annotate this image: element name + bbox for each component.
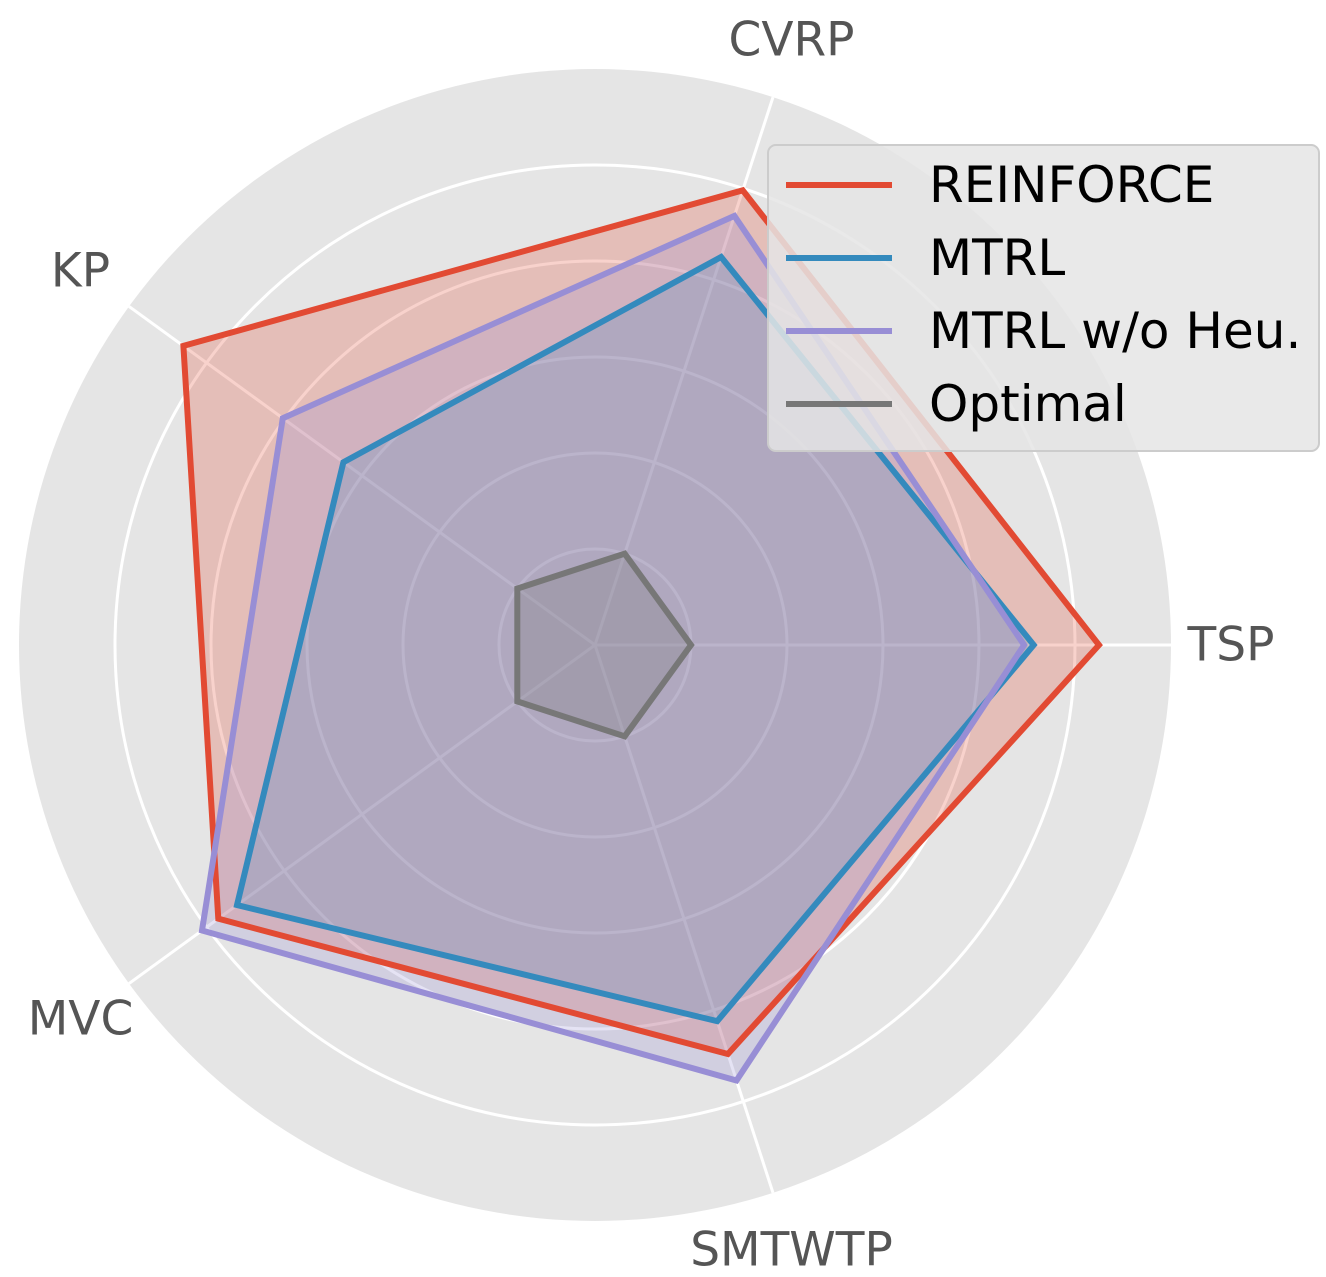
axis-label-tsp: TSP bbox=[1187, 618, 1275, 673]
axis-label-mvc: MVC bbox=[28, 991, 134, 1046]
legend-box bbox=[767, 144, 1320, 452]
axis-label-kp: KP bbox=[51, 244, 110, 299]
series-line-optimal bbox=[514, 550, 695, 740]
axis-label-cvrp: CVRP bbox=[729, 13, 855, 68]
legend-label-mtrl-w-o-heu: MTRL w/o Heu. bbox=[929, 302, 1301, 360]
legend-label-optimal: Optimal bbox=[929, 375, 1127, 433]
series-fill-optimal bbox=[517, 553, 691, 737]
axis-labels: TSP CVRP KP MVC SMTWTP bbox=[28, 13, 1275, 1277]
legend: REINFORCE MTRL MTRL w/o Heu. Optimal bbox=[767, 144, 1320, 452]
legend-label-mtrl: MTRL bbox=[929, 229, 1065, 287]
legend-label-reinforce: REINFORCE bbox=[929, 156, 1214, 214]
axis-label-smtwtp: SMTWTP bbox=[690, 1222, 893, 1277]
